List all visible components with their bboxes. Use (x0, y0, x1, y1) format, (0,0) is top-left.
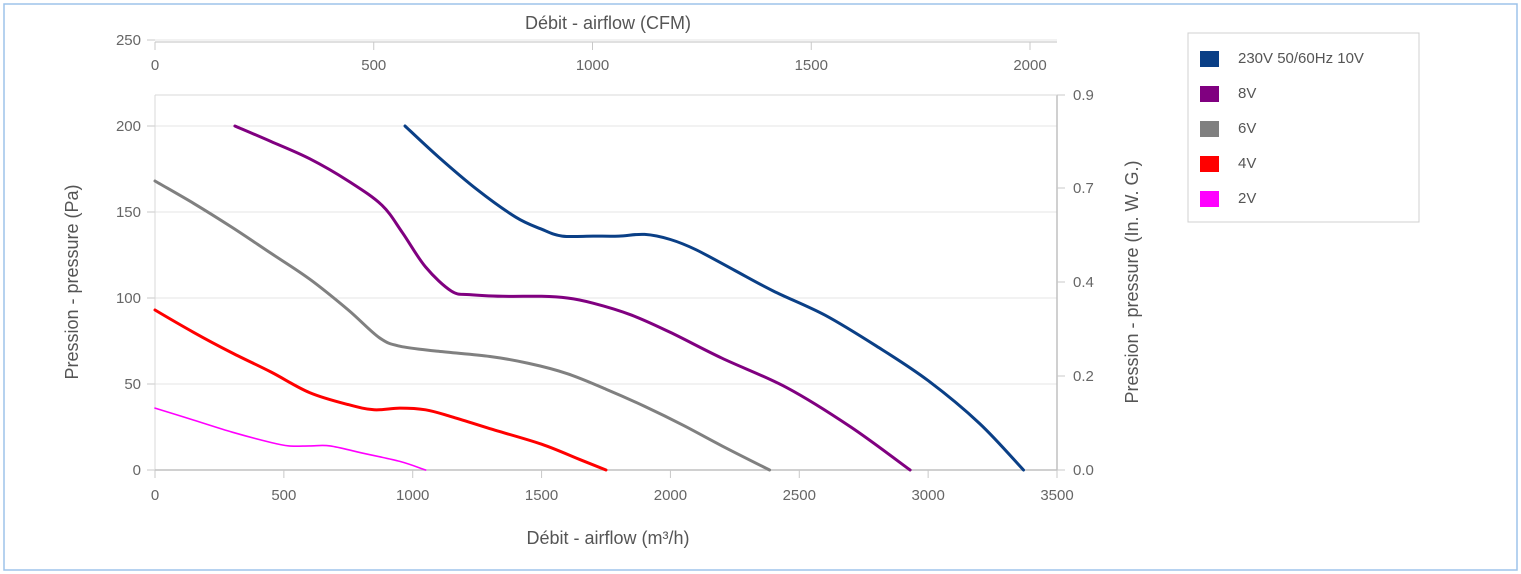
bottom-tick-label: 1500 (525, 487, 558, 504)
legend-swatch (1200, 121, 1219, 137)
legend-swatch (1200, 51, 1219, 67)
top-tick-label: 1000 (576, 57, 609, 74)
top-tick-label: 500 (361, 57, 386, 74)
series-line-2 (233, 124, 912, 472)
bottom-axis-title: Débit - airflow (m³/h) (526, 528, 689, 548)
bottom-tick-label: 500 (271, 487, 296, 504)
top-tick-label: 2000 (1013, 57, 1046, 74)
right-tick-label: 0.4 (1073, 274, 1094, 291)
top-axis-title: Débit - airflow (CFM) (525, 13, 691, 33)
left-axis-title: Pression - pressure (Pa) (62, 184, 82, 379)
series-line-5 (154, 407, 427, 471)
bottom-tick-label: 3500 (1040, 487, 1073, 504)
left-tick-label: 200 (116, 118, 141, 135)
legend-label: 8V (1238, 85, 1256, 102)
series-line-1 (403, 124, 1025, 472)
left-tick-label: 100 (116, 290, 141, 307)
legend-label: 230V 50/60Hz 10V (1238, 50, 1364, 67)
legend-label: 4V (1238, 155, 1256, 172)
right-tick-label: 0.9 (1073, 87, 1094, 104)
series-line-3 (153, 179, 772, 472)
legend-swatch (1200, 86, 1219, 102)
series-lines (153, 124, 1025, 472)
right-axis-title: Pression - pressure (In. W. G.) (1122, 160, 1142, 403)
legend: 230V 50/60Hz 10V 8V 6V 4V 2V (1187, 32, 1420, 223)
left-tick-label: 0 (133, 462, 141, 479)
bottom-tick-label: 1000 (396, 487, 429, 504)
legend-swatch (1200, 191, 1219, 207)
bottom-tick-label: 0 (151, 487, 159, 504)
bottom-tick-label: 2000 (654, 487, 687, 504)
legend-label: 2V (1238, 190, 1256, 207)
bottom-tick-label: 3000 (911, 487, 944, 504)
series-line-4 (153, 308, 608, 472)
right-tick-label: 0.0 (1073, 462, 1094, 479)
right-tick-label: 0.2 (1073, 368, 1094, 385)
left-tick-label: 150 (116, 204, 141, 221)
left-tick-label: 250 (116, 32, 141, 49)
right-tick-label: 0.7 (1073, 180, 1094, 197)
legend-label: 6V (1238, 120, 1256, 137)
top-tick-label: 1500 (795, 57, 828, 74)
legend-swatch (1200, 156, 1219, 172)
left-tick-label: 50 (124, 376, 141, 393)
top-tick-label: 0 (151, 57, 159, 74)
bottom-tick-label: 2500 (783, 487, 816, 504)
legend-box (1187, 32, 1420, 223)
